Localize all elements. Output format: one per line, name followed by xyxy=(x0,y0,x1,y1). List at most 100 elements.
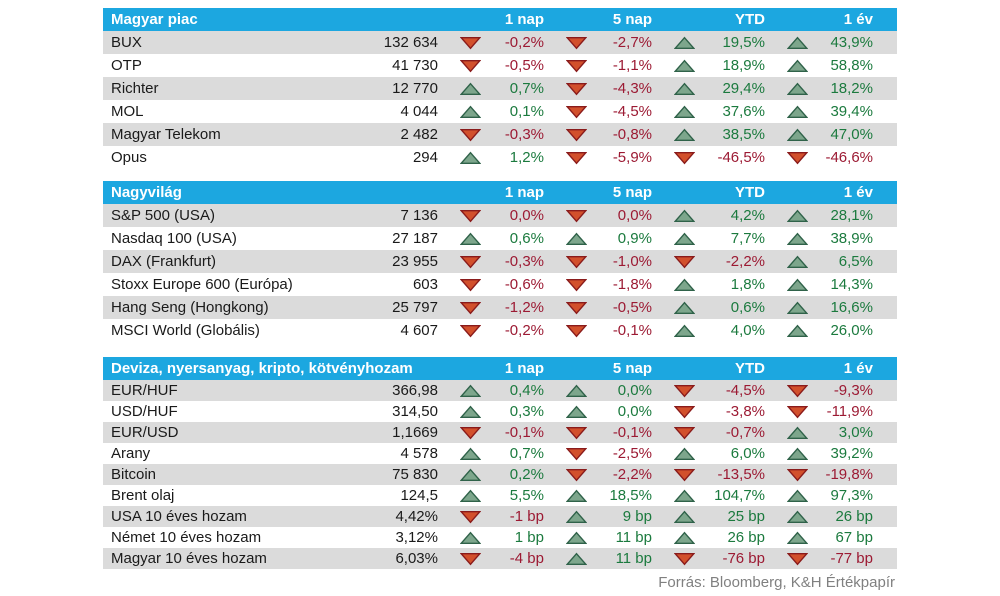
change-value: 18,2% xyxy=(830,80,873,97)
instrument-value: 75 830 xyxy=(392,466,438,483)
change-value: -19,8% xyxy=(825,466,873,483)
table-section-1: Magyar piac 1 nap 5 nap YTD 1 év BUX 132 634 -0… xyxy=(103,8,897,169)
change-cell: 0,3% xyxy=(438,401,544,422)
change-value: 6,5% xyxy=(838,253,873,270)
column-header-5-nap: 5 nap xyxy=(612,184,652,201)
down-arrow-icon xyxy=(460,426,481,439)
change-cell: 26,0% xyxy=(765,319,873,342)
down-arrow-icon xyxy=(566,209,587,222)
change-value: -1,2% xyxy=(504,299,544,316)
table-row: Magyar Telekom 2 482 -0,3% -0,8% 38,5% 47,0% xyxy=(103,123,897,146)
table-row: USD/HUF 314,50 0,3% 0,0% -3,8% -11,9% xyxy=(103,401,897,422)
change-value: 0,0% xyxy=(617,382,652,399)
change-value: 3,0% xyxy=(838,424,873,441)
change-value: 0,3% xyxy=(509,403,544,420)
change-value: -4,5% xyxy=(725,382,765,399)
change-cell: 39,4% xyxy=(765,100,873,123)
column-header-1-év: 1 év xyxy=(843,11,873,28)
up-arrow-icon xyxy=(460,531,481,544)
instrument-name: Magyar Telekom xyxy=(111,126,221,143)
table-row: MSCI World (Globális) 4 607 -0,2% -0,1% 4,0%… xyxy=(103,319,897,342)
table-row: EUR/HUF 366,98 0,4% 0,0% -4,5% -9,3% xyxy=(103,380,897,401)
change-value: 97,3% xyxy=(830,487,873,504)
change-cell: -0,1% xyxy=(544,422,652,443)
change-cell: -0,3% xyxy=(438,123,544,146)
change-cell: 43,9% xyxy=(765,31,873,54)
up-arrow-icon xyxy=(787,128,808,141)
change-cell: 0,9% xyxy=(544,227,652,250)
change-cell: -1,2% xyxy=(438,296,544,319)
change-cell: -0,6% xyxy=(438,273,544,296)
change-cell: 39,2% xyxy=(765,443,873,464)
change-value: 29,4% xyxy=(722,80,765,97)
change-cell: 0,4% xyxy=(438,380,544,401)
change-value: -0,5% xyxy=(612,299,652,316)
change-cell: 0,1% xyxy=(438,100,544,123)
down-arrow-icon xyxy=(674,405,695,418)
up-arrow-icon xyxy=(674,447,695,460)
change-cell: -1,0% xyxy=(544,250,652,273)
change-cell: -2,7% xyxy=(544,31,652,54)
change-value: 58,8% xyxy=(830,57,873,74)
change-cell: -9,3% xyxy=(765,380,873,401)
change-value: 0,6% xyxy=(509,230,544,247)
instrument-value: 132 634 xyxy=(383,34,438,51)
up-arrow-icon xyxy=(566,384,587,397)
change-value: 18,9% xyxy=(722,57,765,74)
change-value: 0,2% xyxy=(509,466,544,483)
change-value: -0,1% xyxy=(612,424,652,441)
change-cell: 26 bp xyxy=(765,506,873,527)
change-value: 5,5% xyxy=(509,487,544,504)
table-title: Nagyvilág xyxy=(111,184,182,201)
down-arrow-icon xyxy=(787,552,808,565)
table-title: Deviza, nyersanyag, kripto, kötvényhozam xyxy=(111,360,413,377)
change-cell: -0,2% xyxy=(438,31,544,54)
change-cell: -2,2% xyxy=(544,464,652,485)
up-arrow-icon xyxy=(460,232,481,245)
change-value: -0,1% xyxy=(504,424,544,441)
down-arrow-icon xyxy=(566,447,587,460)
change-value: -46,6% xyxy=(825,149,873,166)
instrument-name: BUX xyxy=(111,34,142,51)
up-arrow-icon xyxy=(787,36,808,49)
change-cell: 58,8% xyxy=(765,54,873,77)
change-value: 0,0% xyxy=(509,207,544,224)
change-cell: 0,6% xyxy=(652,296,765,319)
up-arrow-icon xyxy=(787,301,808,314)
change-cell: -0,8% xyxy=(544,123,652,146)
change-value: 19,5% xyxy=(722,34,765,51)
change-value: 11 bp xyxy=(615,550,652,567)
change-cell: 18,5% xyxy=(544,485,652,506)
instrument-name: Nasdaq 100 (USA) xyxy=(111,230,237,247)
change-cell: 18,9% xyxy=(652,54,765,77)
change-value: 104,7% xyxy=(714,487,765,504)
change-cell: -5,9% xyxy=(544,146,652,169)
up-arrow-icon xyxy=(566,510,587,523)
change-cell: -4,5% xyxy=(652,380,765,401)
instrument-name: MOL xyxy=(111,103,144,120)
down-arrow-icon xyxy=(460,278,481,291)
change-cell: 7,7% xyxy=(652,227,765,250)
change-value: 1,8% xyxy=(730,276,765,293)
column-header-ytd: YTD xyxy=(735,184,765,201)
change-value: -9,3% xyxy=(833,382,873,399)
up-arrow-icon xyxy=(787,82,808,95)
change-value: 39,4% xyxy=(830,103,873,120)
instrument-value: 23 955 xyxy=(392,253,438,270)
change-cell: 97,3% xyxy=(765,485,873,506)
change-cell: 25 bp xyxy=(652,506,765,527)
instrument-value: 314,50 xyxy=(392,403,438,420)
up-arrow-icon xyxy=(674,82,695,95)
change-value: -1,8% xyxy=(612,276,652,293)
change-value: -0,2% xyxy=(504,34,544,51)
change-value: 0,1% xyxy=(509,103,544,120)
up-arrow-icon xyxy=(674,278,695,291)
change-cell: 37,6% xyxy=(652,100,765,123)
change-cell: -0,1% xyxy=(544,319,652,342)
change-value: 0,9% xyxy=(617,230,652,247)
change-value: -0,1% xyxy=(612,322,652,339)
change-cell: -46,6% xyxy=(765,146,873,169)
up-arrow-icon xyxy=(460,105,481,118)
instrument-name: Német 10 éves hozam xyxy=(111,529,262,546)
up-arrow-icon xyxy=(674,301,695,314)
